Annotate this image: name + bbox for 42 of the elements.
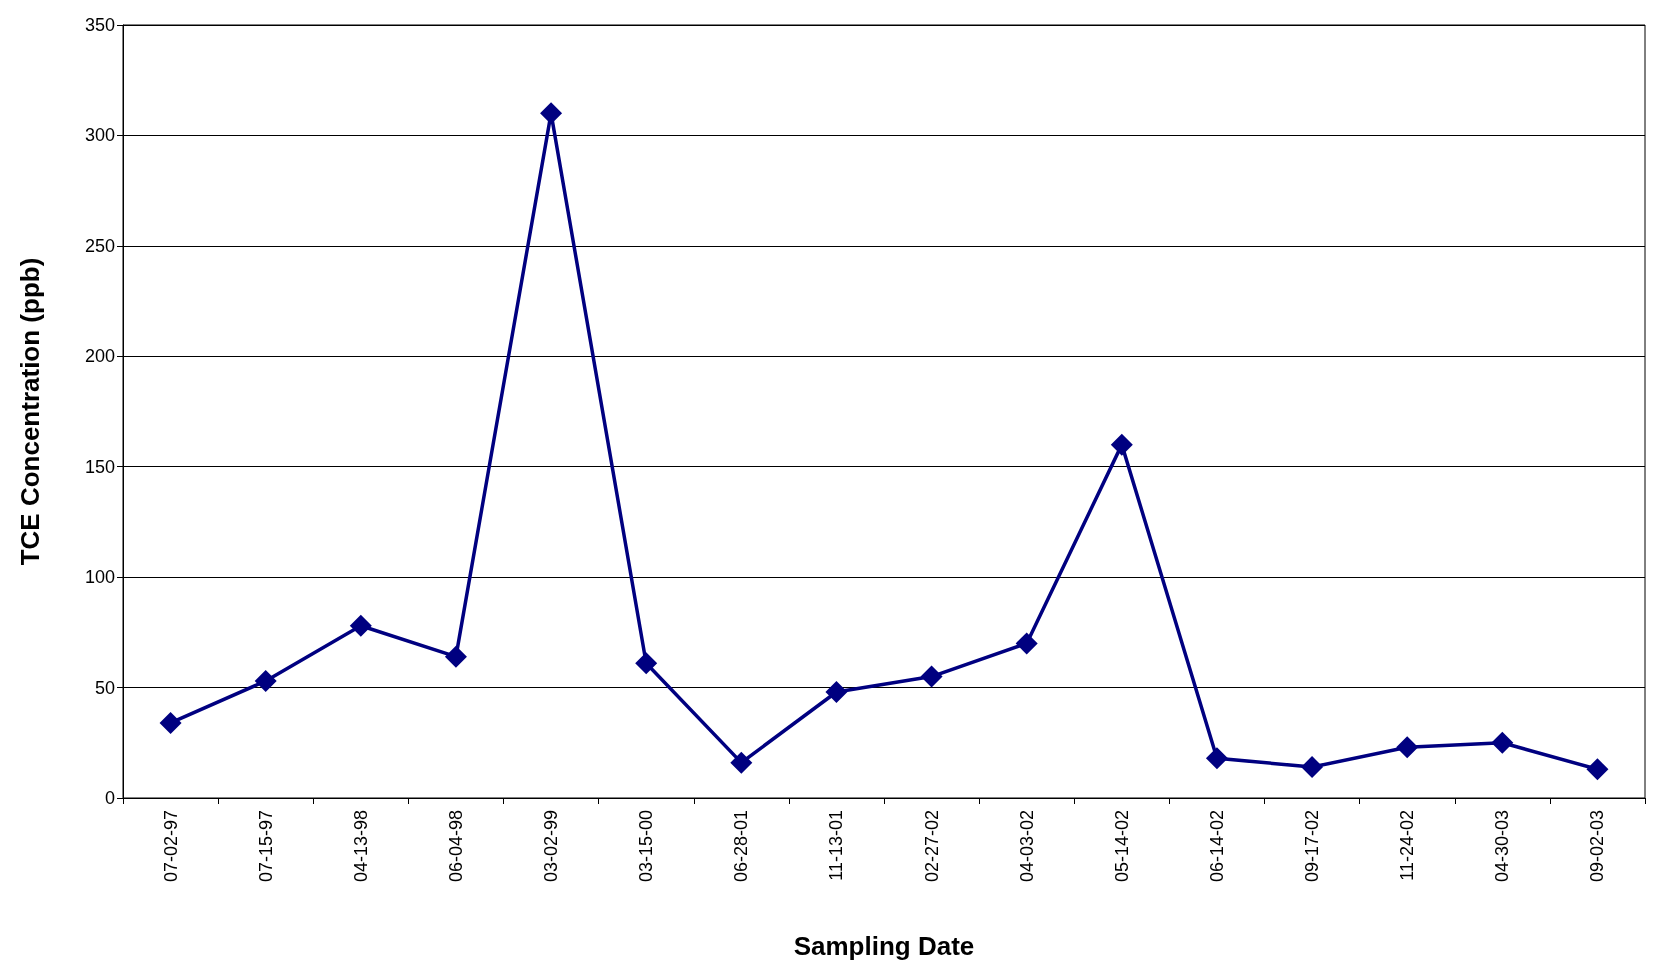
- point: [444, 645, 467, 668]
- y-tick-label: 300: [84, 125, 115, 146]
- point: [1301, 756, 1324, 779]
- point: [1491, 731, 1514, 754]
- point: [920, 665, 943, 688]
- x-tick-label: 07-15-97: [255, 810, 276, 883]
- point: [730, 751, 753, 774]
- point: [825, 680, 848, 703]
- x-tick-label: 03-02-99: [541, 810, 562, 883]
- x-tick-label: 04-30-03: [1492, 810, 1513, 883]
- point: [540, 102, 563, 125]
- y-tick-label: 250: [84, 235, 115, 256]
- point: [1396, 736, 1419, 759]
- x-tick-label: 04-13-98: [350, 810, 371, 883]
- point: [159, 711, 182, 734]
- point: [349, 614, 372, 637]
- x-tick-label: 09-17-02: [1302, 810, 1323, 883]
- x-tick-label: 06-04-98: [445, 810, 466, 883]
- y-axis-title: TCE Concentration (ppb): [15, 257, 45, 566]
- x-tick-label: 07-02-97: [160, 810, 181, 883]
- point: [1110, 433, 1133, 456]
- point: [635, 652, 658, 675]
- x-tick-label: 09-02-03: [1587, 810, 1608, 883]
- point: [1586, 758, 1609, 781]
- x-tick-label: 02-27-02: [921, 810, 942, 883]
- x-tick-label: 03-15-00: [636, 810, 657, 883]
- x-tick-label: 04-03-02: [1016, 810, 1037, 883]
- y-tick-label: 150: [84, 456, 115, 477]
- x-tick-label: 11-13-01: [826, 810, 847, 881]
- y-tick-label: 200: [84, 346, 115, 367]
- x-tick-label: 06-14-02: [1206, 810, 1227, 883]
- point: [1015, 632, 1038, 655]
- point: [254, 669, 277, 692]
- x-tick-label: 05-14-02: [1111, 810, 1132, 883]
- y-tick-label: 350: [84, 15, 115, 35]
- x-axis-title: Sampling Date: [793, 931, 975, 961]
- x-tick-label: 11-24-02: [1397, 810, 1418, 881]
- x-tick-label: 06-28-01: [731, 810, 752, 883]
- y-tick-label: 100: [84, 567, 115, 588]
- y-tick-label: 50: [94, 677, 115, 698]
- point: [1205, 747, 1228, 770]
- y-tick-label: 0: [104, 788, 115, 808]
